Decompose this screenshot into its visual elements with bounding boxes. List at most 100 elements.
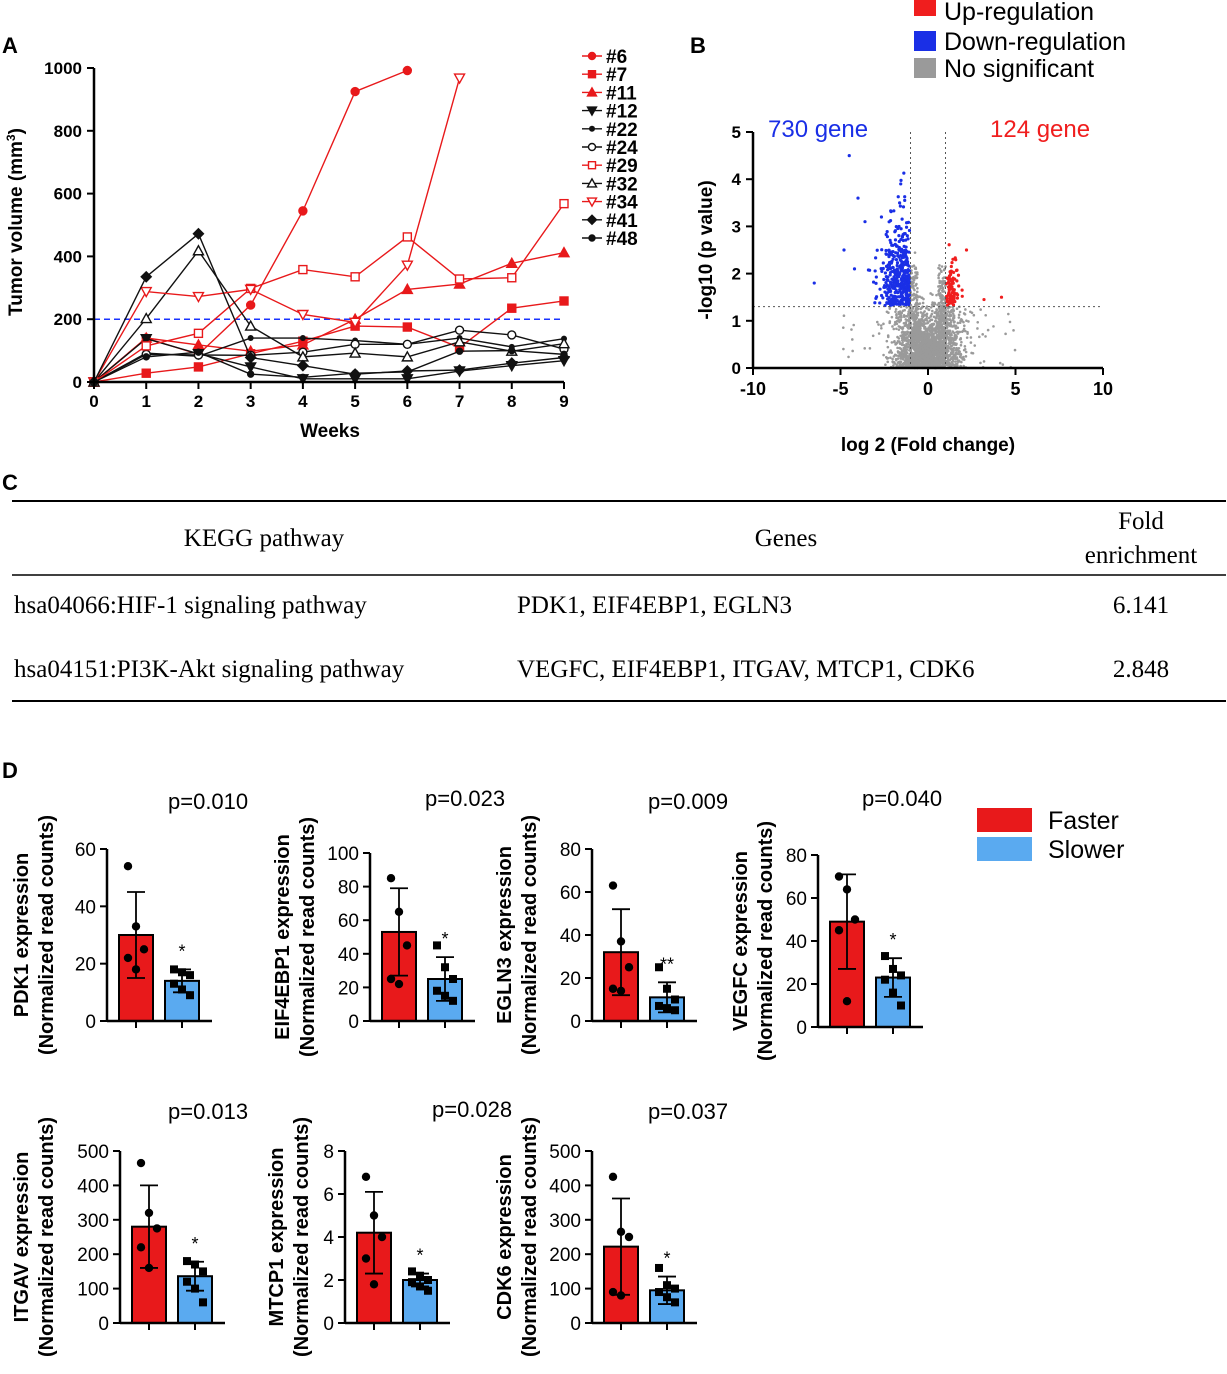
ns-point bbox=[911, 294, 915, 297]
faster-point bbox=[386, 874, 396, 883]
ns-point bbox=[932, 361, 936, 365]
up-gene-count: 124 gene bbox=[990, 116, 1090, 143]
ns-point bbox=[892, 364, 895, 367]
ns-point bbox=[981, 333, 985, 336]
marker bbox=[296, 309, 310, 321]
marker bbox=[586, 197, 598, 208]
ns-point bbox=[947, 358, 951, 361]
ns-point bbox=[926, 331, 929, 334]
slower-point bbox=[191, 1260, 199, 1269]
ns-point bbox=[945, 349, 949, 353]
slower-point bbox=[663, 984, 671, 993]
d-y-tick-label: 200 bbox=[549, 1245, 581, 1266]
ns-point bbox=[947, 347, 951, 350]
down-point bbox=[895, 273, 899, 278]
d-y-tick-label: 20 bbox=[786, 975, 807, 996]
down-point bbox=[898, 201, 902, 205]
slower-point bbox=[186, 991, 194, 1000]
bar-chart-eif4ebp1: 0 20 40 60 80 100 * p=0.023 EIF4EBP1 expression(… bbox=[272, 786, 505, 1057]
ns-point bbox=[906, 319, 909, 322]
ns-point bbox=[928, 340, 931, 344]
ns-point bbox=[979, 361, 982, 365]
marker bbox=[299, 373, 307, 381]
legend-label: #48 bbox=[606, 229, 638, 250]
down-point bbox=[900, 276, 904, 281]
down-point bbox=[900, 266, 905, 270]
ns-point bbox=[906, 362, 910, 365]
ns-point bbox=[940, 361, 943, 365]
ns-point bbox=[899, 305, 903, 309]
d-y-tick-label: 60 bbox=[75, 840, 96, 861]
ns-point bbox=[912, 287, 915, 290]
ns-point bbox=[842, 347, 845, 351]
ns-point bbox=[966, 330, 969, 334]
ns-point bbox=[898, 311, 902, 315]
ns-point bbox=[928, 327, 931, 330]
ns-point bbox=[940, 319, 944, 322]
a-y-tick-label: 600 bbox=[54, 185, 82, 204]
faster-point bbox=[144, 1263, 154, 1273]
down-point bbox=[896, 195, 900, 199]
faster-point bbox=[152, 1224, 162, 1233]
ns-point bbox=[956, 321, 960, 325]
ns-point bbox=[908, 343, 912, 347]
d-y-tick-label: 8 bbox=[323, 1142, 334, 1163]
table-row: hsa04151:PI3K-Akt signaling pathway VEGF… bbox=[14, 656, 1169, 683]
slower-point bbox=[408, 1278, 416, 1287]
legend-label: #6 bbox=[606, 47, 627, 68]
ns-point bbox=[863, 347, 867, 350]
d-y-tick-label: 0 bbox=[323, 1314, 334, 1335]
ns-point bbox=[917, 360, 921, 364]
ns-point bbox=[952, 363, 955, 367]
ns-point bbox=[955, 307, 959, 311]
up-point bbox=[945, 296, 949, 301]
ns-point bbox=[885, 310, 889, 314]
ns-point bbox=[973, 344, 977, 347]
ns-point bbox=[944, 265, 947, 268]
ns-point bbox=[952, 314, 956, 317]
down-point bbox=[902, 244, 906, 248]
ns-point bbox=[949, 324, 952, 327]
up-point bbox=[946, 280, 951, 284]
ns-point bbox=[964, 329, 967, 333]
ns-point bbox=[905, 342, 909, 346]
marker bbox=[140, 333, 153, 346]
down-point bbox=[898, 289, 902, 293]
ns-point bbox=[913, 342, 916, 346]
ns-point bbox=[903, 308, 906, 312]
down-point bbox=[888, 303, 893, 307]
ns-point bbox=[919, 311, 923, 314]
ns-point bbox=[949, 321, 953, 324]
ns-point bbox=[938, 264, 941, 267]
faster-point bbox=[361, 1172, 371, 1182]
b-y-tick-label: 0 bbox=[732, 359, 741, 378]
ns-point bbox=[891, 360, 894, 364]
b-x-tick-label: -5 bbox=[832, 379, 848, 399]
significance-marker: * bbox=[889, 930, 896, 950]
down-point bbox=[902, 284, 906, 288]
down-point bbox=[899, 178, 903, 182]
ns-point bbox=[909, 322, 912, 326]
d-y-tick-label: 80 bbox=[338, 878, 359, 899]
down-point bbox=[904, 276, 908, 280]
ns-point bbox=[886, 345, 890, 349]
ns-point bbox=[902, 321, 906, 325]
down-point bbox=[887, 255, 891, 259]
down-point bbox=[907, 278, 911, 282]
down-point bbox=[901, 205, 906, 209]
ns-point bbox=[937, 301, 941, 305]
legend-up-label: Up-regulation bbox=[944, 0, 1094, 26]
d-y-axis-label-units: (Normalized read counts) bbox=[297, 817, 319, 1057]
ns-point bbox=[884, 363, 887, 367]
slower-point bbox=[449, 975, 457, 983]
ns-point bbox=[962, 320, 965, 324]
ns-point bbox=[916, 286, 919, 290]
ns-point bbox=[892, 327, 896, 331]
ns-point bbox=[944, 308, 947, 312]
down-point bbox=[856, 196, 860, 200]
down-point bbox=[896, 254, 900, 258]
ns-point bbox=[937, 274, 940, 277]
legend-entry: #34 bbox=[582, 193, 638, 214]
ns-point bbox=[948, 313, 952, 317]
down-point bbox=[893, 270, 897, 275]
